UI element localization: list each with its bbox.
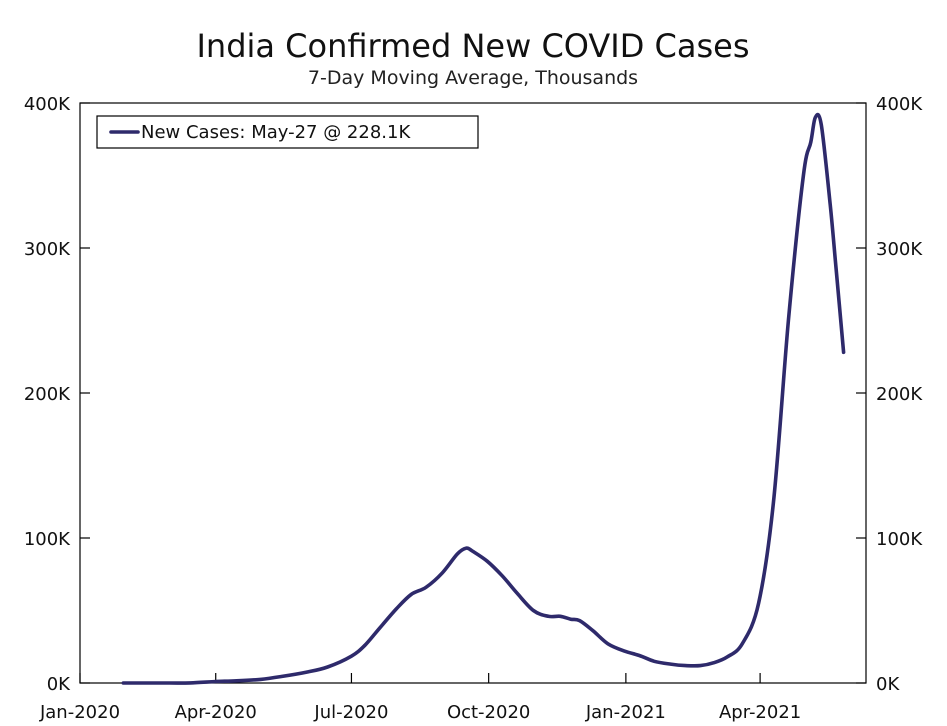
y-tick-label-right: 100K	[876, 529, 923, 550]
y-tick-label-left: 300K	[24, 239, 71, 260]
x-tick-label: Jan-2021	[585, 702, 666, 723]
y-tick-label-right: 300K	[876, 239, 923, 260]
x-tick-label: Oct-2020	[447, 702, 530, 723]
legend-label: New Cases: May-27 @ 228.1K	[141, 122, 411, 143]
y-axis-right: 0K 100K 200K 300K 400K	[856, 94, 923, 695]
x-tick-label: Jan-2020	[39, 702, 120, 723]
series-line-new-cases	[121, 112, 846, 685]
legend: New Cases: May-27 @ 228.1K	[96, 115, 479, 149]
x-tick-label: Jul-2020	[313, 702, 388, 723]
plot-area-frame	[79, 102, 867, 684]
y-tick-label-right: 0K	[876, 674, 900, 695]
y-tick-label-left: 100K	[24, 529, 71, 550]
y-tick-label-right: 200K	[876, 384, 923, 405]
chart-subtitle: 7-Day Moving Average, Thousands	[308, 67, 638, 89]
chart-title: India Confirmed New COVID Cases	[196, 27, 749, 65]
x-axis: Jan-2020 Apr-2020 Jul-2020 Oct-2020 Jan-2021…	[39, 673, 801, 723]
x-tick-label: Apr-2021	[719, 702, 801, 723]
y-tick-label-right: 400K	[876, 94, 923, 115]
y-axis-left: 0K 100K 200K 300K 400K	[24, 94, 90, 695]
legend-box	[96, 115, 479, 149]
y-tick-label-left: 400K	[24, 94, 71, 115]
y-tick-label-left: 0K	[47, 674, 71, 695]
y-tick-label-left: 200K	[24, 384, 71, 405]
x-tick-label: Apr-2020	[175, 702, 257, 723]
